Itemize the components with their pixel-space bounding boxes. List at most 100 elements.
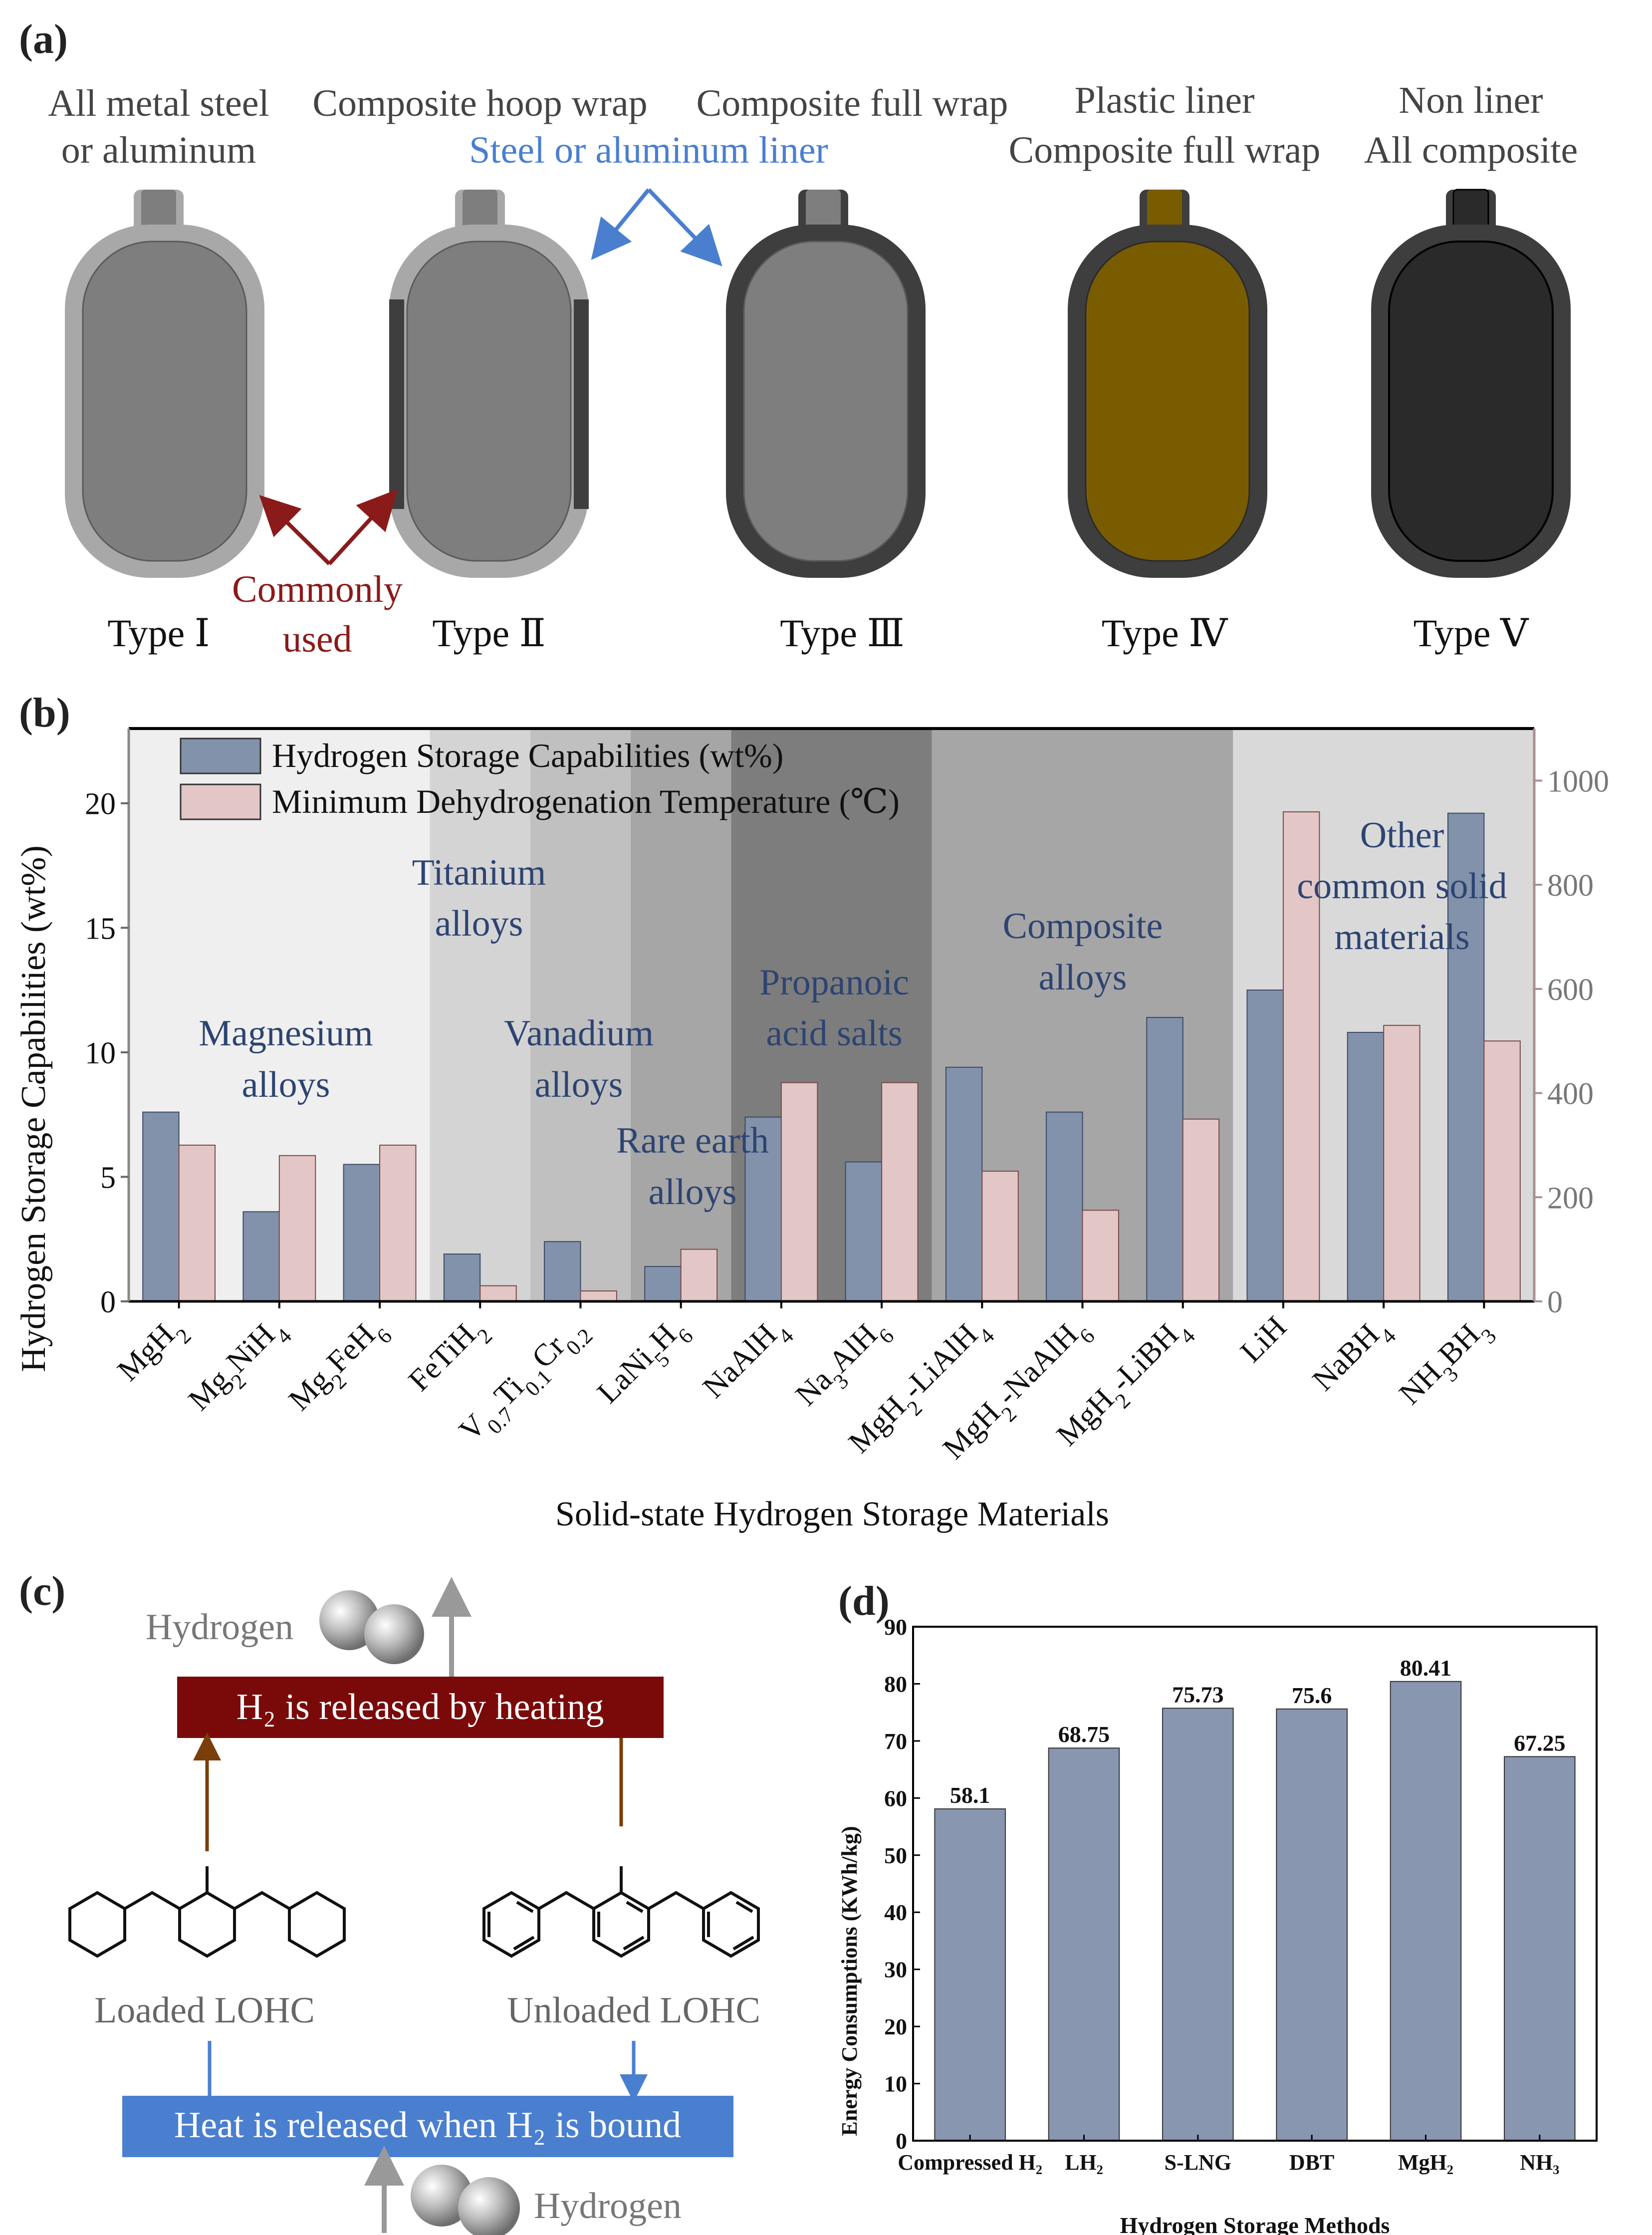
y-tick-label-15: 15 xyxy=(85,912,116,946)
chart-b-legend: Hydrogen Storage Capabilities (wt%) Mini… xyxy=(180,737,900,820)
loaded-lohc-molecule-icon xyxy=(68,1866,346,1958)
energy-value-label-3: 75.6 xyxy=(1292,1683,1332,1708)
bar-temperature-9 xyxy=(1082,1210,1119,1302)
group-other-line2: common solid xyxy=(1297,866,1507,907)
energy-category-label-0: Compressed H₂ xyxy=(898,2150,1042,2175)
panel-c-lohc-diagram: (c) Hydrogen H₂ is released by heating xyxy=(0,1547,808,2235)
group-band-3 xyxy=(631,729,731,1301)
cylinder-type4 xyxy=(1068,190,1267,578)
group-composite-line1: Composite xyxy=(1003,906,1163,947)
group-composite-line2: alloys xyxy=(1039,957,1127,998)
hydrogen-bottom-label: Hydrogen xyxy=(534,2186,682,2227)
category-label-1: Mg2NiH4 xyxy=(182,1310,297,1425)
header-type4-line2: Composite full wrap xyxy=(1009,129,1321,171)
panel-b-label: (b) xyxy=(19,690,70,736)
header-type4-line1: Plastic liner xyxy=(1075,79,1255,121)
bar-capacity-6 xyxy=(744,1116,782,1302)
group-vanadium-line2: alloys xyxy=(535,1064,623,1105)
energy-category-label-4: MgH₂ xyxy=(1398,2150,1453,2175)
d-y-tick-label-90: 90 xyxy=(884,1614,907,1640)
cylinder-type5 xyxy=(1371,189,1571,578)
chart-d-x-axis-label: Hydrogen Storage Methods xyxy=(1120,2213,1390,2235)
cylinder-type1 xyxy=(65,190,264,578)
category-label-13: NH3BH3 xyxy=(1393,1310,1501,1418)
y2-tick-label-600: 600 xyxy=(1547,973,1594,1007)
panel-a-label: (a) xyxy=(19,16,68,62)
group-propanoic-line2: acid salts xyxy=(766,1013,902,1054)
energy-bar-3 xyxy=(1276,1708,1348,2141)
bar-temperature-12 xyxy=(1383,1024,1420,1302)
bar-capacity-2 xyxy=(343,1164,381,1302)
y2-tick-label-400: 400 xyxy=(1547,1077,1594,1111)
shared-liner-arrows xyxy=(591,188,722,266)
header-type1-line2: or aluminum xyxy=(61,129,256,171)
y2-tick-label-1000: 1000 xyxy=(1547,764,1609,798)
group-magnesium-line1: Magnesium xyxy=(199,1013,373,1054)
panel-c-label: (c) xyxy=(19,1568,66,1614)
cylinder-type2 xyxy=(389,190,589,578)
legend-label-series1: Hydrogen Storage Capabilities (wt%) xyxy=(272,737,783,774)
bar-capacity-1 xyxy=(242,1211,280,1302)
energy-bar-0 xyxy=(934,1808,1006,2141)
unloaded-lohc-molecule-icon xyxy=(482,1866,760,1958)
category-label-6: NaAlH4 xyxy=(697,1310,798,1412)
chart-b-y-axis-label: Hydrogen Storage Capabilities (wt%) xyxy=(14,845,53,1372)
chart-b-x-axis-label: Solid-state Hydrogen Storage Materials xyxy=(555,1495,1109,1533)
panel-d-label: (d) xyxy=(838,1578,890,1624)
group-band-1 xyxy=(430,729,530,1301)
y2-tick-label-0: 0 xyxy=(1547,1285,1563,1319)
bar-temperature-4 xyxy=(580,1290,617,1302)
energy-value-label-1: 68.75 xyxy=(1058,1722,1110,1747)
d-y-tick-label-60: 60 xyxy=(884,1785,907,1811)
release-box-text: H₂ is released by heating xyxy=(236,1687,604,1728)
bar-capacity-9 xyxy=(1046,1111,1083,1302)
energy-value-label-5: 67.25 xyxy=(1514,1730,1566,1755)
shared-liner-note: Steel or aluminum liner xyxy=(469,129,828,171)
group-magnesium-line2: alloys xyxy=(242,1064,330,1105)
y2-tick-label-800: 800 xyxy=(1547,869,1594,903)
bar-capacity-11 xyxy=(1246,990,1284,1302)
bar-temperature-7 xyxy=(881,1082,919,1302)
bind-box xyxy=(122,2096,733,2157)
bar-capacity-10 xyxy=(1146,1016,1183,1302)
type1-label: Type Ⅰ xyxy=(107,611,210,655)
legend-swatch-series2 xyxy=(180,783,261,820)
energy-category-label-1: LH₂ xyxy=(1065,2150,1103,2175)
bar-temperature-10 xyxy=(1182,1118,1220,1302)
d-y-tick-label-70: 70 xyxy=(884,1729,907,1754)
bar-temperature-3 xyxy=(479,1285,517,1302)
bar-capacity-8 xyxy=(945,1066,983,1302)
d-y-tick-label-20: 20 xyxy=(884,2014,907,2039)
y2-tick-label-200: 200 xyxy=(1547,1181,1594,1215)
category-label-2: Mg2FeH6 xyxy=(282,1310,397,1424)
panel-b-storage-materials-chart: (b) 0 5 10 15 20 0 200 400 600 800 1000 MgH2 Mg2NiH… xyxy=(0,674,1652,1547)
d-y-tick-label-80: 80 xyxy=(884,1671,907,1697)
loaded-lohc-label: Loaded LOHC xyxy=(94,1990,315,2031)
cylinder-type3 xyxy=(726,190,926,578)
bar-capacity-12 xyxy=(1347,1031,1385,1302)
release-box xyxy=(177,1677,664,1738)
header-type5-line1: Non liner xyxy=(1399,79,1543,121)
energy-category-label-3: DBT xyxy=(1289,2150,1334,2175)
group-vanadium-line1: Vanadium xyxy=(504,1013,654,1054)
y-tick-label-20: 20 xyxy=(85,787,116,821)
hydrogen-top-label: Hydrogen xyxy=(146,1607,293,1648)
type3-label: Type Ⅲ xyxy=(780,611,905,655)
category-label-12: NaBH4 xyxy=(1306,1310,1401,1405)
energy-value-label-2: 75.73 xyxy=(1172,1682,1224,1707)
energy-bar-4 xyxy=(1390,1681,1462,2142)
bar-capacity-13 xyxy=(1447,812,1485,1302)
legend-swatch-series1 xyxy=(180,738,261,774)
group-propanoic-line1: Propanoic xyxy=(759,962,909,1003)
energy-category-label-5: NH₃ xyxy=(1520,2150,1559,2175)
header-type2-line1: Composite hoop wrap xyxy=(312,82,647,124)
d-y-tick-label-30: 30 xyxy=(884,1957,907,1983)
header-type5-line2: All composite xyxy=(1364,129,1578,171)
type5-label: Type Ⅴ xyxy=(1414,611,1529,655)
bar-temperature-5 xyxy=(680,1248,718,1302)
header-type1-line1: All metal steel xyxy=(48,82,269,124)
category-label-5: LaNi5H6 xyxy=(591,1310,698,1417)
cylinder-diagram: All metal steel or aluminum Composite ho… xyxy=(48,79,1578,660)
bar-capacity-3 xyxy=(443,1253,481,1302)
